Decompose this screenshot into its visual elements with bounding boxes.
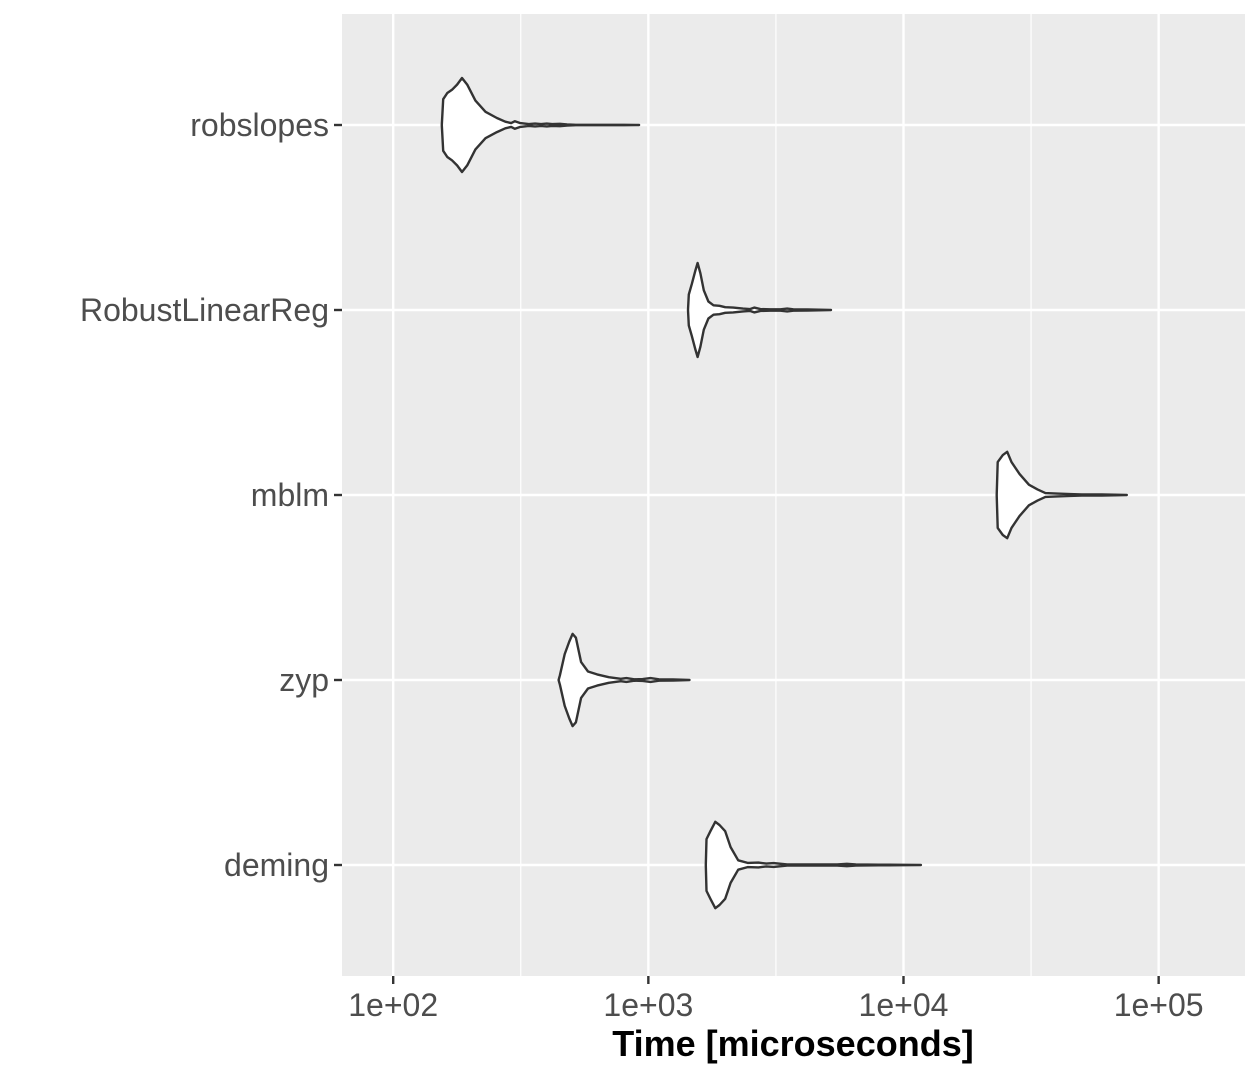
violins bbox=[440, 76, 1128, 910]
violin-robustlinearreg bbox=[686, 261, 833, 359]
y-tick-label: mblm bbox=[251, 477, 329, 513]
y-tick-label: zyp bbox=[279, 662, 329, 698]
y-tick-label: RobustLinearReg bbox=[80, 292, 329, 328]
x-tick-label: 1e+04 bbox=[859, 987, 949, 1023]
x-tick-label: 1e+02 bbox=[348, 987, 438, 1023]
x-tick-label: 1e+05 bbox=[1114, 987, 1204, 1023]
violin-zyp bbox=[557, 632, 691, 728]
x-axis-title: Time [microseconds] bbox=[612, 1023, 973, 1064]
violin-mblm bbox=[995, 450, 1128, 540]
y-tick-label: deming bbox=[224, 847, 329, 883]
violin-robslopes bbox=[440, 76, 641, 174]
y-axis: robslopes RobustLinearReg mblm zyp deming bbox=[80, 107, 342, 883]
x-tick-label: 1e+03 bbox=[603, 987, 693, 1023]
violin-deming bbox=[704, 820, 923, 910]
y-tick-label: robslopes bbox=[190, 107, 329, 143]
x-axis: 1e+02 1e+03 1e+04 1e+05 bbox=[348, 976, 1204, 1023]
